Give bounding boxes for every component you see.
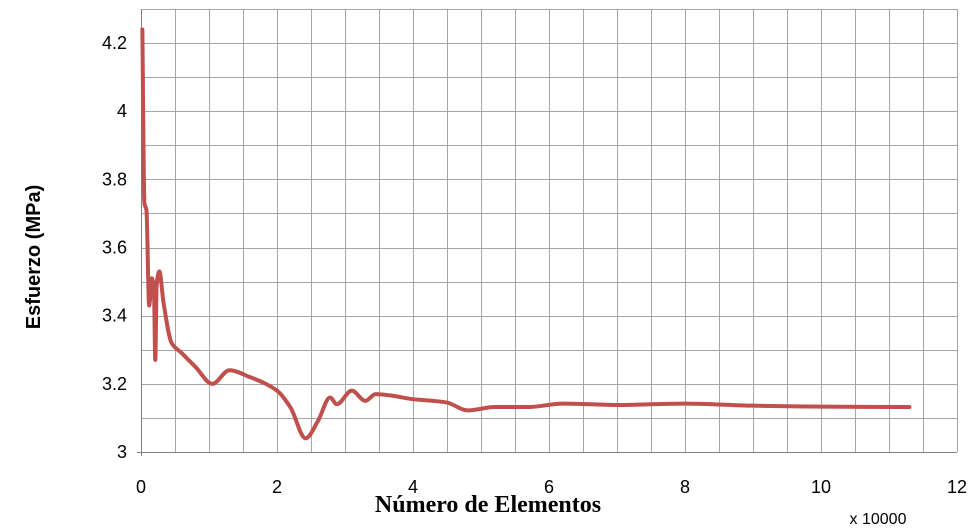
y-tick-label: 3.8 — [102, 169, 127, 189]
data-point — [289, 406, 293, 410]
data-point — [465, 408, 469, 412]
data-point — [147, 303, 151, 307]
data-point — [152, 286, 156, 290]
y-tick-label: 4 — [117, 101, 127, 121]
data-point — [561, 402, 565, 406]
data-point — [374, 392, 378, 396]
data-point — [157, 269, 161, 273]
y-tick-label: 3 — [117, 442, 127, 462]
data-point — [275, 389, 279, 393]
data-point — [527, 405, 531, 409]
y-axis-title: Esfuerzo (MPa) — [23, 185, 45, 329]
data-point — [363, 399, 367, 403]
data-point — [304, 436, 308, 440]
y-tick-label: 3.4 — [102, 306, 127, 326]
data-point — [248, 375, 252, 379]
data-point — [819, 405, 823, 409]
series-layer — [140, 27, 912, 441]
data-point — [907, 405, 911, 409]
grid — [137, 9, 958, 456]
data-point — [350, 389, 354, 393]
data-point — [150, 276, 154, 280]
data-point — [142, 201, 146, 205]
data-point — [683, 402, 687, 406]
data-point — [493, 405, 497, 409]
data-point — [210, 382, 214, 386]
tick-labels: 0 2 4 6 8 10 12 3 3.2 3.4 3.6 3.8 4 4.2 — [102, 33, 967, 497]
data-point — [411, 397, 415, 401]
x-tick-label: 4 — [408, 477, 418, 497]
x-axis-multiplier: x 10000 — [850, 511, 907, 528]
data-point — [391, 394, 395, 398]
data-point — [140, 27, 144, 31]
x-tick-label: 6 — [544, 477, 554, 497]
data-point — [316, 419, 320, 423]
y-tick-label: 3.6 — [102, 238, 127, 258]
data-point — [445, 401, 449, 405]
y-tick-label: 4.2 — [102, 33, 127, 53]
y-tick-label: 3.2 — [102, 374, 127, 394]
data-point — [335, 402, 339, 406]
x-tick-label: 0 — [136, 477, 146, 497]
data-point — [155, 283, 159, 287]
x-tick-label: 10 — [811, 477, 831, 497]
data-point — [153, 358, 157, 362]
x-tick-label: 8 — [680, 477, 690, 497]
data-point — [161, 300, 165, 304]
data-point — [751, 404, 755, 408]
series-line — [140, 27, 912, 441]
data-point — [144, 208, 148, 212]
data-point — [193, 365, 197, 369]
data-point — [170, 341, 174, 345]
data-point — [615, 403, 619, 407]
data-point — [180, 351, 184, 355]
x-tick-label: 2 — [272, 477, 282, 497]
data-point — [431, 399, 435, 403]
data-point — [227, 368, 231, 372]
x-tick-label: 12 — [947, 477, 967, 497]
data-point — [328, 395, 332, 399]
x-axis-title: Número de Elementos — [375, 492, 601, 518]
